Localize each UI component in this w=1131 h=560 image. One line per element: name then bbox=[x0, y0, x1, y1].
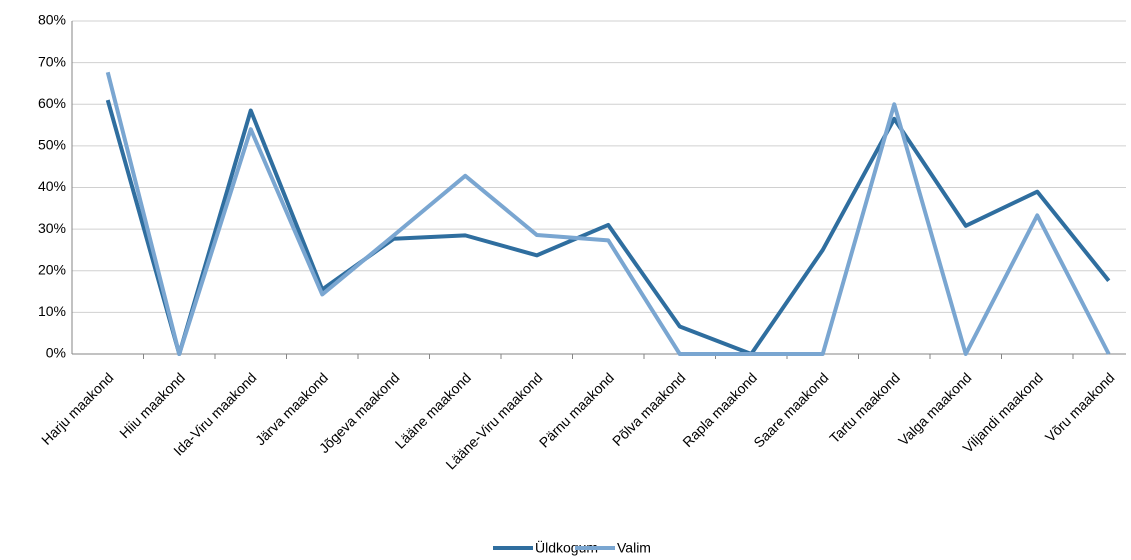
legend-label: Valim bbox=[617, 540, 651, 556]
series-line bbox=[105, 99, 1111, 356]
y-tick-label: 40% bbox=[38, 178, 66, 194]
x-tick-label: Rapla maakond bbox=[679, 369, 760, 450]
y-tick-label: 20% bbox=[38, 261, 66, 277]
y-tick-label: 30% bbox=[38, 220, 66, 236]
x-tick-label: Lääne maakond bbox=[392, 369, 474, 451]
x-tick-label: Harju maakond bbox=[38, 369, 116, 447]
x-tick-label: Hiiu maakond bbox=[116, 369, 188, 441]
y-tick-label: 80% bbox=[38, 12, 66, 28]
x-tick-label: Põlva maakond bbox=[609, 369, 689, 449]
x-tick-label: Saare maakond bbox=[750, 369, 831, 450]
y-tick-label: 50% bbox=[38, 137, 66, 153]
y-tick-label: 70% bbox=[38, 53, 66, 69]
y-tick-label: 10% bbox=[38, 303, 66, 319]
x-tick-label: Tartu maakond bbox=[826, 369, 903, 446]
x-tick-label: Pärnu maakond bbox=[536, 369, 617, 450]
y-tick-label: 60% bbox=[38, 95, 66, 111]
x-tick-label: Valga maakond bbox=[895, 369, 974, 448]
legend-label: Üldkogum bbox=[535, 539, 598, 556]
x-tick-label: Järva maakond bbox=[252, 369, 331, 448]
x-tick-label: Võru maakond bbox=[1042, 369, 1118, 445]
y-tick-label: 0% bbox=[46, 345, 66, 361]
series-line bbox=[105, 71, 1111, 356]
